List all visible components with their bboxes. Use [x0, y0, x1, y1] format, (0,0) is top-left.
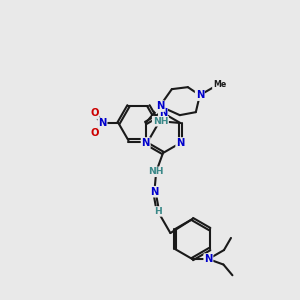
Text: N: N	[150, 187, 159, 197]
Text: N: N	[98, 118, 107, 128]
Text: N: N	[176, 138, 184, 148]
Text: N: N	[196, 90, 204, 100]
Text: N: N	[156, 101, 164, 111]
Text: O: O	[90, 128, 99, 138]
Text: N: N	[159, 108, 167, 118]
Text: N: N	[204, 254, 213, 264]
Text: O: O	[90, 108, 99, 118]
Text: Me: Me	[213, 80, 226, 88]
Text: N: N	[142, 138, 150, 148]
Text: H: H	[154, 207, 162, 216]
Text: NH: NH	[153, 117, 168, 126]
Text: NH: NH	[148, 167, 164, 176]
